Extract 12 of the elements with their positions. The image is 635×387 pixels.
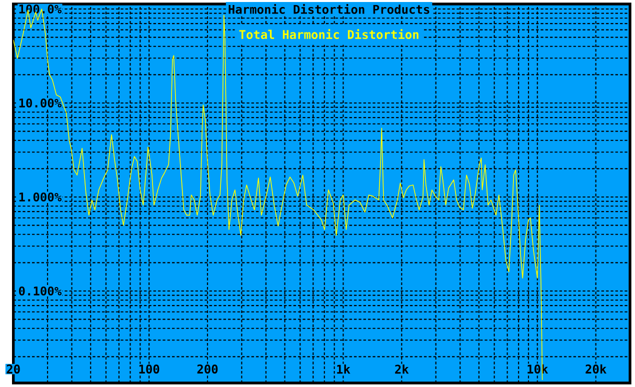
x-tick-label: 100 xyxy=(139,364,160,374)
chart-title: Harmonic Distortion Products xyxy=(228,4,430,14)
x-tick-label: 2k xyxy=(395,364,409,374)
y-tick-label: 1.000% xyxy=(19,192,62,202)
y-tick-label: 100.0% xyxy=(19,4,62,14)
series-label: Total Harmonic Distortion xyxy=(239,29,418,40)
x-tick-label: 20k xyxy=(586,364,606,374)
x-tick-label: 200 xyxy=(197,364,218,374)
y-tick-label: 10.00% xyxy=(19,98,62,108)
y-tick-label: 0.100% xyxy=(18,286,62,296)
x-tick-label: 20 xyxy=(6,364,20,374)
x-tick-label: 1k xyxy=(337,364,350,374)
